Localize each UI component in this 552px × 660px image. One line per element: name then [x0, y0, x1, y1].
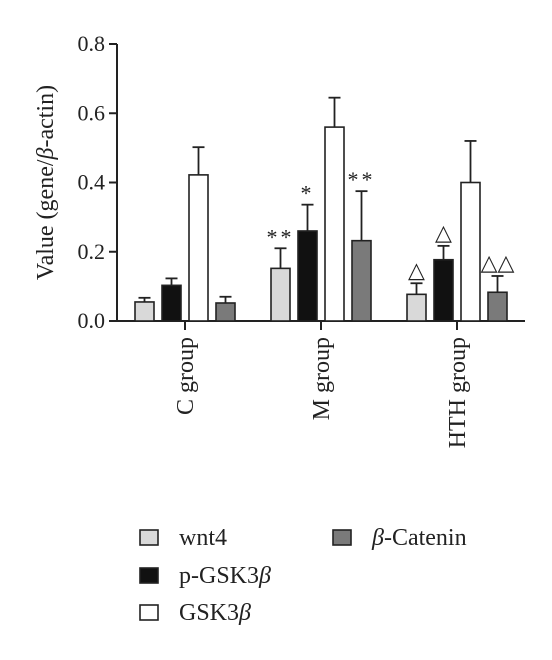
- bar-p-gsk3-: [433, 258, 454, 322]
- bar-wnt4: [406, 293, 427, 322]
- significance-annotations: *****△△△△: [267, 167, 515, 282]
- y-tick-label: 0.2: [78, 239, 106, 264]
- x-category-label: M group: [309, 337, 335, 420]
- significance-triangle: △: [435, 220, 452, 245]
- significance-asterisk: *: [301, 181, 315, 206]
- y-tick-label: 0.6: [78, 100, 106, 125]
- significance-triangle: △△: [481, 250, 515, 275]
- axes: 0.0 0.2 0.4 0.6 0.8 Value (gene/β-actin) C gro…: [33, 31, 525, 448]
- bars: [134, 126, 508, 322]
- bar--catenin: [351, 239, 372, 322]
- legend-label: β-Catenin: [371, 525, 467, 551]
- legend-label: p-GSK3β: [179, 563, 271, 589]
- significance-asterisk: **: [267, 224, 295, 249]
- bar-gsk3-: [324, 126, 345, 322]
- legend-swatch: [332, 529, 352, 546]
- y-axis-title: Value (gene/β-actin): [33, 85, 59, 280]
- legend-label: wnt4: [179, 525, 227, 551]
- bar-p-gsk3-: [297, 230, 318, 322]
- legend-swatch: [139, 529, 159, 546]
- significance-asterisk: **: [348, 167, 376, 192]
- bar-gsk3-: [460, 181, 481, 322]
- x-category-label: HTH group: [445, 337, 471, 448]
- bar--catenin: [215, 302, 236, 322]
- error-bars: [138, 96, 504, 303]
- legend-swatch: [139, 604, 159, 621]
- bar--catenin: [487, 291, 508, 322]
- bar-wnt4: [134, 301, 155, 322]
- legend: wnt4 p-GSK3β GSK3β β-Catenin: [139, 525, 467, 626]
- y-tick-label: 0.0: [78, 308, 106, 333]
- y-tick-label: 0.4: [78, 170, 106, 195]
- legend-label: GSK3β: [179, 600, 251, 626]
- bar-p-gsk3-: [161, 284, 182, 322]
- bar-wnt4: [270, 267, 291, 322]
- significance-triangle: △: [408, 257, 425, 282]
- bar-gsk3-: [188, 174, 209, 322]
- x-category-label: C group: [173, 337, 199, 415]
- y-tick-label: 0.8: [78, 31, 106, 56]
- legend-swatch: [139, 567, 159, 584]
